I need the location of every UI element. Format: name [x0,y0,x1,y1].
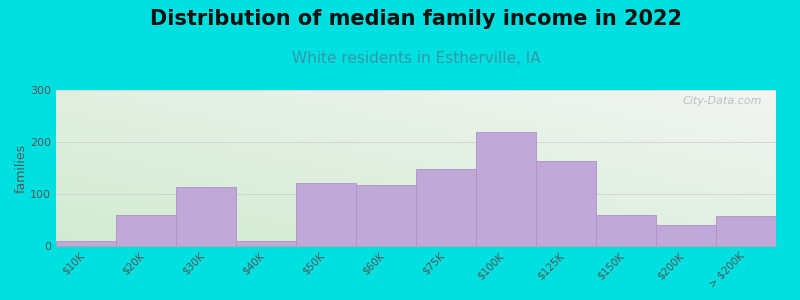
Bar [716,216,776,246]
Bar [296,183,356,246]
Bar [536,161,596,246]
Bar [596,215,656,246]
Text: Distribution of median family income in 2022: Distribution of median family income in … [150,9,682,29]
Bar [116,215,176,246]
Bar [356,184,416,246]
Bar [56,241,116,246]
Bar [176,187,236,246]
Y-axis label: families: families [14,143,27,193]
Bar [656,225,716,246]
Bar [476,132,536,246]
Bar [236,241,296,246]
Text: White residents in Estherville, IA: White residents in Estherville, IA [292,51,540,66]
Bar [416,169,476,246]
Text: City-Data.com: City-Data.com [682,96,762,106]
